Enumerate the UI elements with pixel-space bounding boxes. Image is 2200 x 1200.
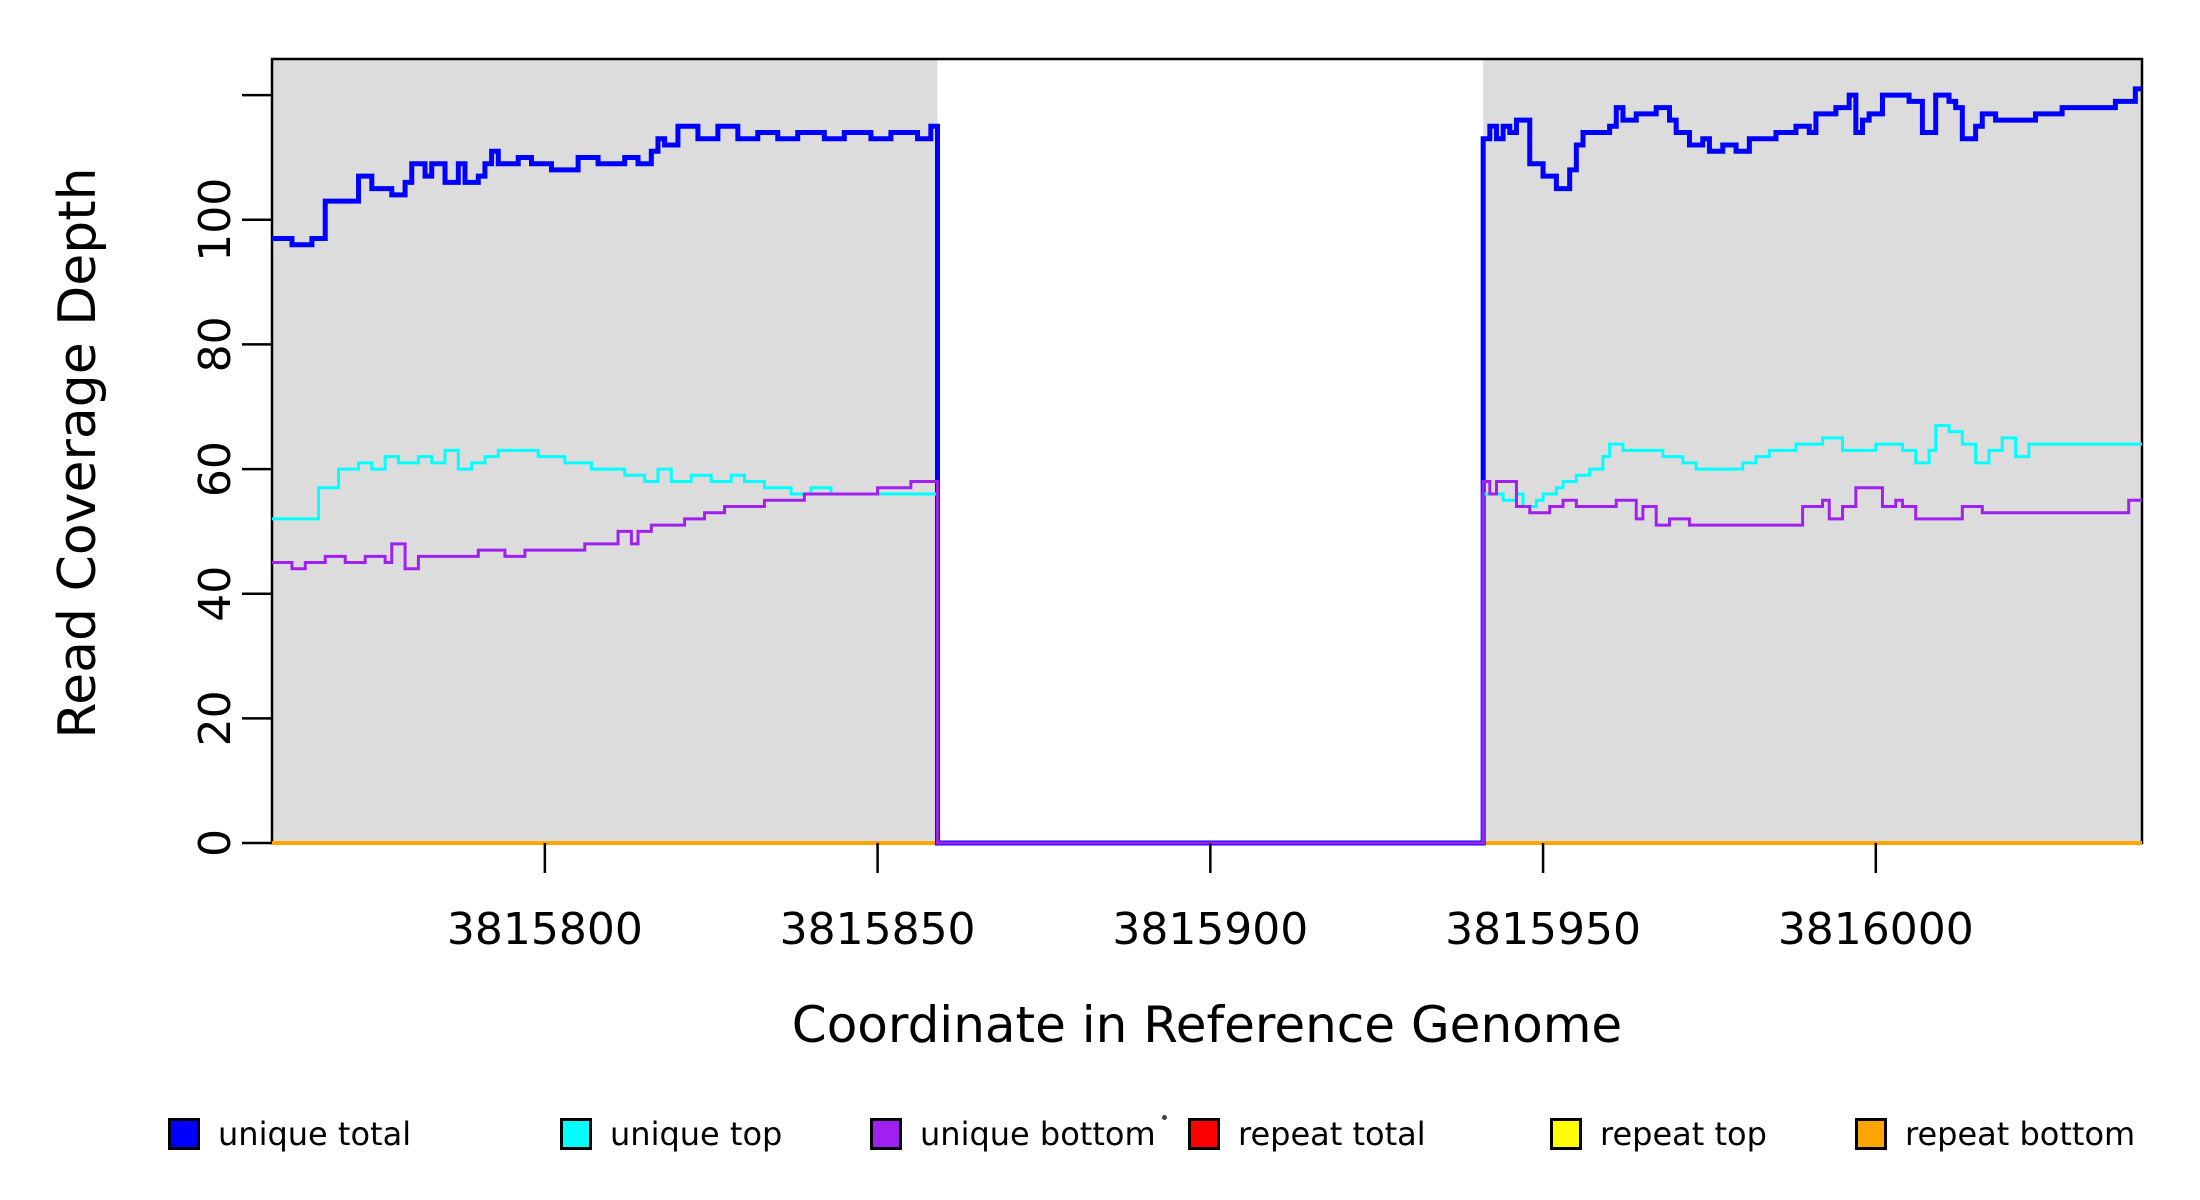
repeat-total-swatch-icon — [1188, 1118, 1220, 1150]
series-unique-total — [272, 86, 2142, 846]
series-lines — [272, 86, 2142, 846]
legend-item-repeat-bottom: repeat bottom — [1855, 1116, 2135, 1152]
legend: unique total unique top unique bottom re… — [0, 1116, 2200, 1156]
unique-top-swatch-icon — [560, 1118, 592, 1150]
unique-bottom-swatch-icon — [870, 1118, 902, 1150]
x-tick-label: 3815850 — [780, 904, 976, 955]
legend-item-unique-bottom: unique bottom — [870, 1116, 1156, 1152]
legend-label: repeat top — [1600, 1115, 1767, 1153]
y-tick-label: 0 — [190, 829, 241, 857]
legend-item-repeat-total: repeat total — [1188, 1116, 1426, 1152]
x-tick-label: 3815800 — [447, 904, 643, 955]
legend-label: unique bottom — [920, 1115, 1156, 1153]
legend-item-unique-top: unique top — [560, 1116, 782, 1152]
x-tick-label: 3815900 — [1112, 904, 1308, 955]
legend-label: unique total — [218, 1115, 412, 1153]
legend-item-repeat-top: repeat top — [1550, 1116, 1767, 1152]
legend-item-unique-total: unique total — [168, 1116, 411, 1152]
unique-total-swatch-icon — [168, 1118, 200, 1150]
x-axis-title: Coordinate in Reference Genome — [791, 996, 1623, 1054]
legend-label: repeat bottom — [1905, 1115, 2136, 1153]
x-axis: 3815800 3815850 3815900 3815950 3816000 — [447, 843, 1974, 955]
x-tick-label: 3815950 — [1445, 904, 1641, 955]
y-tick-label: 20 — [190, 690, 241, 746]
y-tick-label: 40 — [190, 566, 241, 622]
x-tick-label: 3816000 — [1778, 904, 1974, 955]
legend-label: repeat total — [1238, 1115, 1426, 1153]
stray-dot-artifact — [1162, 1115, 1167, 1120]
y-axis-title: Read Coverage Depth — [48, 167, 108, 739]
plot-shaded-regions — [272, 59, 2142, 843]
series-unique-bottom — [272, 480, 2142, 845]
y-tick-label: 80 — [190, 316, 241, 372]
repeat-bottom-swatch-icon — [1855, 1118, 1887, 1150]
shaded-region — [1483, 59, 2142, 843]
chart-canvas: 3815800 3815850 3815900 3815950 3816000 0 20 4… — [190, 57, 2144, 955]
legend-label: unique top — [610, 1115, 783, 1153]
repeat-top-swatch-icon — [1550, 1118, 1582, 1150]
y-axis: 0 20 40 60 80 100 — [190, 93, 272, 857]
y-tick-label: 60 — [190, 441, 241, 497]
y-tick-label: 100 — [190, 178, 241, 262]
